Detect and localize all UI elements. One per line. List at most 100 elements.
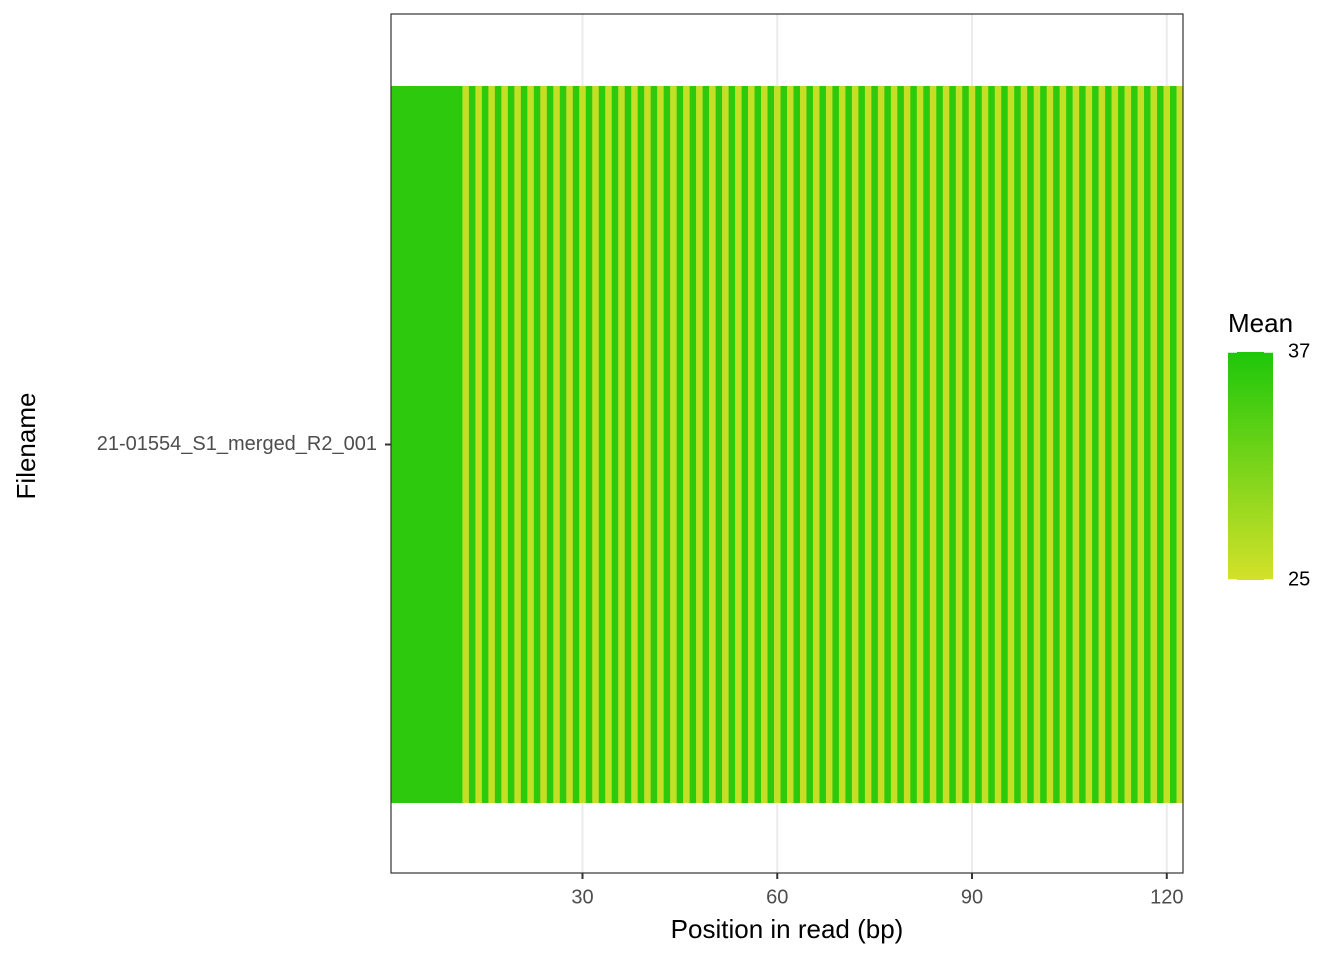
heat-tile xyxy=(475,86,483,803)
heat-tile xyxy=(618,86,626,803)
heat-tile xyxy=(845,86,853,803)
heat-tile xyxy=(832,86,840,803)
heat-tile xyxy=(527,86,535,803)
heat-tile xyxy=(819,86,827,803)
heat-tile xyxy=(1066,86,1073,803)
heat-tile xyxy=(722,86,729,803)
heat-tile xyxy=(1079,86,1086,803)
heat-tile xyxy=(696,86,703,803)
heat-tile xyxy=(566,86,574,803)
heat-tile xyxy=(449,86,457,803)
heat-tile xyxy=(735,86,742,803)
legend-title: Mean xyxy=(1228,308,1293,338)
heat-tile xyxy=(754,86,762,803)
heat-tile xyxy=(897,86,905,803)
heat-tile xyxy=(397,86,405,803)
heat-tile xyxy=(1144,86,1151,803)
heat-tile xyxy=(702,86,710,803)
heat-tile xyxy=(644,86,651,803)
heat-tile xyxy=(812,86,820,803)
heat-tile xyxy=(605,86,613,803)
heat-tile xyxy=(391,86,398,803)
heat-tile xyxy=(767,86,775,803)
heat-tile xyxy=(838,86,846,803)
heat-tile xyxy=(884,86,892,803)
x-tick-label: 90 xyxy=(961,886,983,908)
legend-label: 37 xyxy=(1288,340,1310,362)
heat-tile xyxy=(494,86,502,803)
heat-tile xyxy=(592,86,600,803)
heat-tile xyxy=(787,86,794,803)
heat-tile xyxy=(514,86,522,803)
heat-tile xyxy=(1170,86,1177,803)
heat-tile xyxy=(624,86,632,803)
heat-tile xyxy=(741,86,749,803)
heat-tile xyxy=(715,86,723,803)
heat-tile xyxy=(1014,86,1022,803)
heat-tile xyxy=(1033,86,1041,803)
heat-tile xyxy=(942,86,950,803)
heat-tile xyxy=(936,86,944,803)
heat-tile xyxy=(981,86,989,803)
heat-tile xyxy=(1085,86,1093,803)
legend-colorbar xyxy=(1228,352,1273,580)
heat-tile xyxy=(929,86,937,803)
heat-tile xyxy=(728,86,736,803)
heat-tile xyxy=(962,86,970,803)
heat-tile xyxy=(877,86,885,803)
heat-tile xyxy=(579,86,587,803)
heat-tile xyxy=(1020,86,1028,803)
heat-tile xyxy=(553,86,561,803)
heat-tile xyxy=(507,86,515,803)
heat-tile xyxy=(864,86,872,803)
heat-tile xyxy=(403,86,411,803)
heat-tile xyxy=(1059,86,1067,803)
heat-tile xyxy=(1124,86,1132,803)
x-tick-label: 30 xyxy=(571,886,593,908)
heat-tile xyxy=(429,86,437,803)
heat-tile xyxy=(988,86,996,803)
heat-tile xyxy=(761,86,768,803)
heat-tile xyxy=(455,86,463,803)
heat-tile xyxy=(825,86,833,803)
heat-tile xyxy=(774,86,781,803)
heat-tile xyxy=(637,86,645,803)
heat-tile xyxy=(442,86,450,803)
heat-tile xyxy=(462,86,470,803)
heat-tile xyxy=(1098,86,1106,803)
heat-tile xyxy=(975,86,983,803)
heat-tile xyxy=(1092,86,1099,803)
heat-tile xyxy=(916,86,924,803)
heat-tile xyxy=(709,86,716,803)
heat-tile xyxy=(416,86,424,803)
heat-tile xyxy=(585,86,593,803)
heat-tile xyxy=(501,86,509,803)
heat-tile xyxy=(520,86,528,803)
heat-tile xyxy=(468,86,476,803)
heat-tile xyxy=(572,86,580,803)
heat-tile xyxy=(540,86,548,803)
heat-tile xyxy=(488,86,496,803)
heat-tile xyxy=(546,86,554,803)
heat-tile xyxy=(1157,86,1164,803)
heat-tile xyxy=(1007,86,1015,803)
heat-tile xyxy=(955,86,963,803)
heat-tile xyxy=(663,86,671,803)
heat-tile xyxy=(1001,86,1009,803)
heat-tile xyxy=(1046,86,1054,803)
heat-tile xyxy=(851,86,859,803)
heat-tile xyxy=(650,86,658,803)
heat-tile xyxy=(657,86,664,803)
heat-tile xyxy=(410,86,418,803)
heat-tile xyxy=(910,86,918,803)
heat-tile xyxy=(689,86,697,803)
heat-tile xyxy=(670,86,677,803)
heat-tile xyxy=(683,86,690,803)
heat-tile xyxy=(1105,86,1112,803)
heat-tile xyxy=(1118,86,1125,803)
heat-tile xyxy=(994,86,1002,803)
heat-tile xyxy=(1163,86,1171,803)
heat-tile xyxy=(1176,86,1184,803)
heat-tile xyxy=(559,86,567,803)
